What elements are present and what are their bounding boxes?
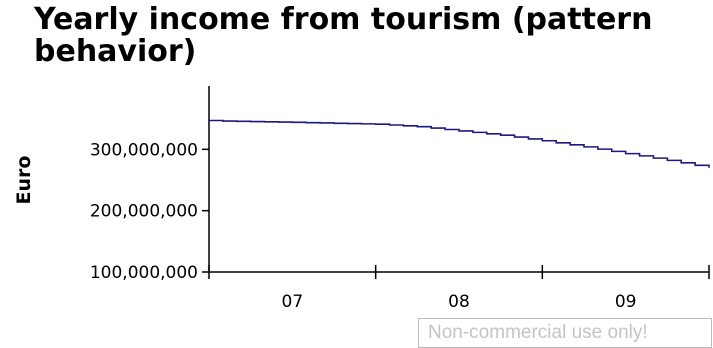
x-tick-label: 09 (615, 292, 637, 312)
chart-title: Yearly income from tourism (pattern beha… (34, 2, 653, 69)
x-tick-label: 07 (282, 292, 304, 312)
x-tick-label: 08 (448, 292, 470, 312)
series-line (209, 119, 710, 168)
y-tick-label: 200,000,000 (90, 202, 198, 222)
y-tick-label: 300,000,000 (90, 140, 198, 160)
watermark-text: Non-commercial use only! (418, 318, 712, 348)
y-axis-label: Euro (13, 156, 35, 205)
y-tick-label: 100,000,000 (90, 263, 198, 283)
